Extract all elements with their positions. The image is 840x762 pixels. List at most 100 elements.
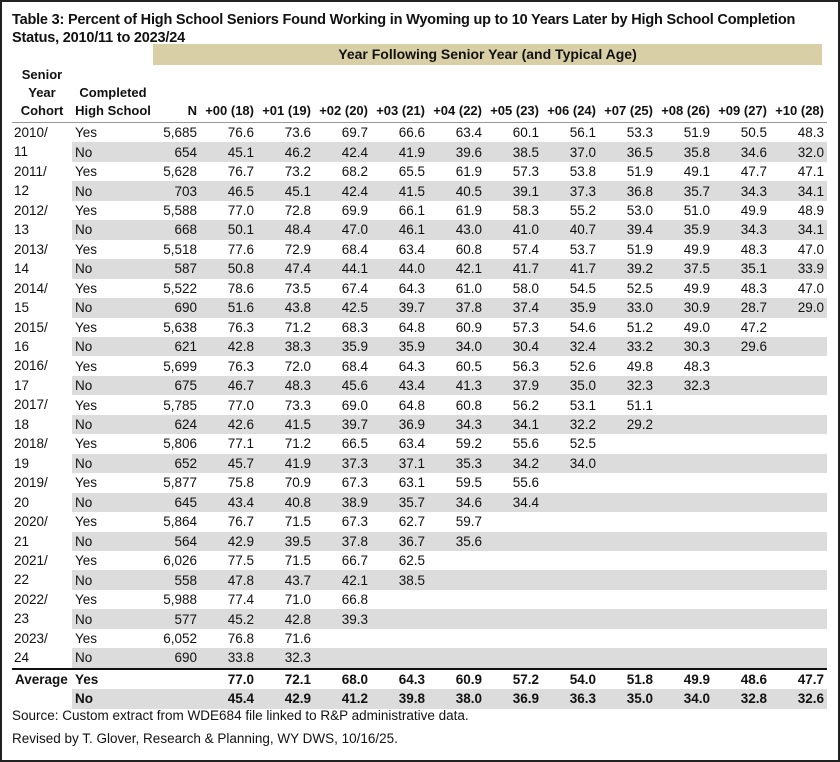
- pct-cell: 64.3: [398, 358, 425, 374]
- pct-cell: [770, 318, 827, 337]
- pct-cell: 32.0: [770, 142, 827, 162]
- pct-cell: 69.7: [341, 125, 368, 141]
- pct-cell: 51.9: [626, 241, 653, 257]
- pct-cell: 33.8: [200, 648, 257, 669]
- pct-cell: 63.1: [398, 475, 425, 491]
- pct-cell: 39.2: [599, 259, 656, 279]
- pct-cell: 64.8: [398, 397, 425, 413]
- pct-cell: 60.1: [512, 125, 539, 141]
- completed-label: Yes: [75, 514, 98, 530]
- cohort-label: 2010/11: [12, 123, 72, 162]
- pct-cell: 40.7: [542, 220, 599, 240]
- cohort-label: 2017/18: [12, 395, 72, 434]
- pct-cell: [542, 473, 599, 492]
- pct-cell: [713, 414, 770, 435]
- pct-cell: 47.4: [257, 259, 314, 279]
- n-value: 703: [154, 181, 200, 201]
- pct-cell: 56.1: [569, 125, 596, 141]
- header-year-8: +08 (26): [661, 103, 710, 118]
- pct-cell: 67.3: [341, 475, 368, 491]
- header-year-10: +10 (28): [775, 103, 824, 118]
- n-value: 5,638: [163, 319, 197, 335]
- cohort-line-2: 17: [14, 377, 30, 393]
- average-pct-cell: 36.9: [485, 689, 542, 709]
- pct-cell: 32.3: [257, 648, 314, 669]
- pct-cell: 76.7: [227, 164, 254, 180]
- pct-cell: 36.9: [371, 414, 428, 435]
- table-row-yes: 2016/17 Yes 5,699 76.3 72.0 68.4 64.3 60.5 56.3 5…: [12, 356, 827, 392]
- pct-cell: 37.4: [485, 298, 542, 318]
- pct-cell: 49.0: [683, 319, 710, 335]
- pct-cell: 32.2: [542, 414, 599, 435]
- pct-cell: 53.1: [569, 397, 596, 413]
- pct-cell: [371, 609, 428, 629]
- table-row-yes: 2013/14 Yes 5,518 77.6 72.9 68.4 63.4 60.8 57.4 5…: [12, 240, 827, 276]
- average-pct-cell: 47.7: [797, 671, 824, 687]
- pct-cell: 35.1: [713, 259, 770, 279]
- pct-cell: 73.3: [284, 397, 311, 413]
- pct-cell: 39.7: [371, 298, 428, 318]
- pct-cell: [599, 453, 656, 474]
- pct-cell: 66.8: [341, 592, 368, 608]
- cohort-line-1: 2014/: [14, 280, 48, 296]
- pct-cell: 56.2: [512, 397, 539, 413]
- n-value: 645: [154, 492, 200, 513]
- cohort-line-2: 21: [14, 533, 30, 549]
- pct-cell: 30.3: [656, 336, 713, 357]
- pct-cell: 45.1: [200, 142, 257, 162]
- cohort-line-1: 2018/: [14, 436, 48, 452]
- completed-label: No: [72, 414, 154, 435]
- pct-cell: 77.4: [227, 592, 254, 608]
- average-pct-cell: 32.8: [713, 689, 770, 709]
- pct-cell: [599, 512, 656, 531]
- pct-cell: 42.5: [314, 298, 371, 318]
- pct-cell: [656, 453, 713, 474]
- pct-cell: [542, 629, 599, 648]
- pct-cell: [371, 590, 428, 609]
- cohort-line-2: 18: [14, 416, 30, 432]
- pct-cell: 46.7: [200, 375, 257, 396]
- pct-cell: [713, 570, 770, 590]
- cohort-line-2: 13: [14, 222, 30, 238]
- cohort-line-1: 2019/: [14, 475, 48, 491]
- pct-cell: [770, 551, 827, 570]
- pct-cell: [599, 609, 656, 629]
- pct-cell: 57.4: [512, 241, 539, 257]
- pct-cell: 58.3: [512, 203, 539, 219]
- pct-cell: 40.8: [257, 492, 314, 513]
- pct-cell: 34.3: [713, 181, 770, 201]
- completed-label: No: [72, 259, 154, 279]
- pct-cell: 35.6: [428, 531, 485, 551]
- header-year-6: +06 (24): [547, 103, 596, 118]
- pct-cell: 28.7: [713, 298, 770, 318]
- pct-cell: 49.9: [740, 203, 767, 219]
- pct-cell: 57.3: [512, 164, 539, 180]
- table-row-yes: 2014/15 Yes 5,522 78.6 73.5 67.4 64.3 61.0 58.0 5…: [12, 279, 827, 315]
- table-row-no: No 624 42.6 41.5 39.7 36.9 34.3 34.1 32.2 29.2: [12, 414, 827, 435]
- n-value: 621: [154, 336, 200, 357]
- n-value: 668: [154, 220, 200, 240]
- completed-label: Yes: [75, 631, 98, 646]
- pct-cell: [656, 629, 713, 648]
- completed-label: Yes: [75, 319, 98, 335]
- average-pct-cell: 49.9: [683, 671, 710, 687]
- average-pct-cell: 45.4: [200, 689, 257, 709]
- pct-cell: 41.5: [371, 181, 428, 201]
- pct-cell: 63.4: [455, 125, 482, 141]
- table-row-yes: 2012/13 Yes 5,588 77.0 72.8 69.9 66.1 61.9 58.3 5…: [12, 201, 827, 237]
- table-row-yes: 2020/21 Yes 5,864 76.7 71.5 67.3 62.7 59.7: [12, 512, 827, 548]
- cohort-label: 2022/23: [12, 590, 72, 629]
- pct-cell: 35.9: [314, 336, 371, 357]
- n-value: 5,806: [163, 436, 197, 452]
- pct-cell: [542, 590, 599, 609]
- pct-cell: [314, 648, 371, 669]
- n-value: 5,685: [163, 125, 197, 141]
- pct-cell: 59.7: [455, 514, 482, 530]
- average-row-no: No 45.4 42.9 41.2 39.8 38.0 36.9 36.3 35.0 34.0 32…: [12, 689, 827, 709]
- pct-cell: 53.7: [569, 241, 596, 257]
- pct-cell: 45.2: [200, 609, 257, 629]
- pct-cell: 50.5: [740, 125, 767, 141]
- pct-cell: 47.1: [797, 164, 824, 180]
- header-year-5: +05 (23): [490, 103, 539, 118]
- average-pct-cell: 77.0: [227, 671, 254, 687]
